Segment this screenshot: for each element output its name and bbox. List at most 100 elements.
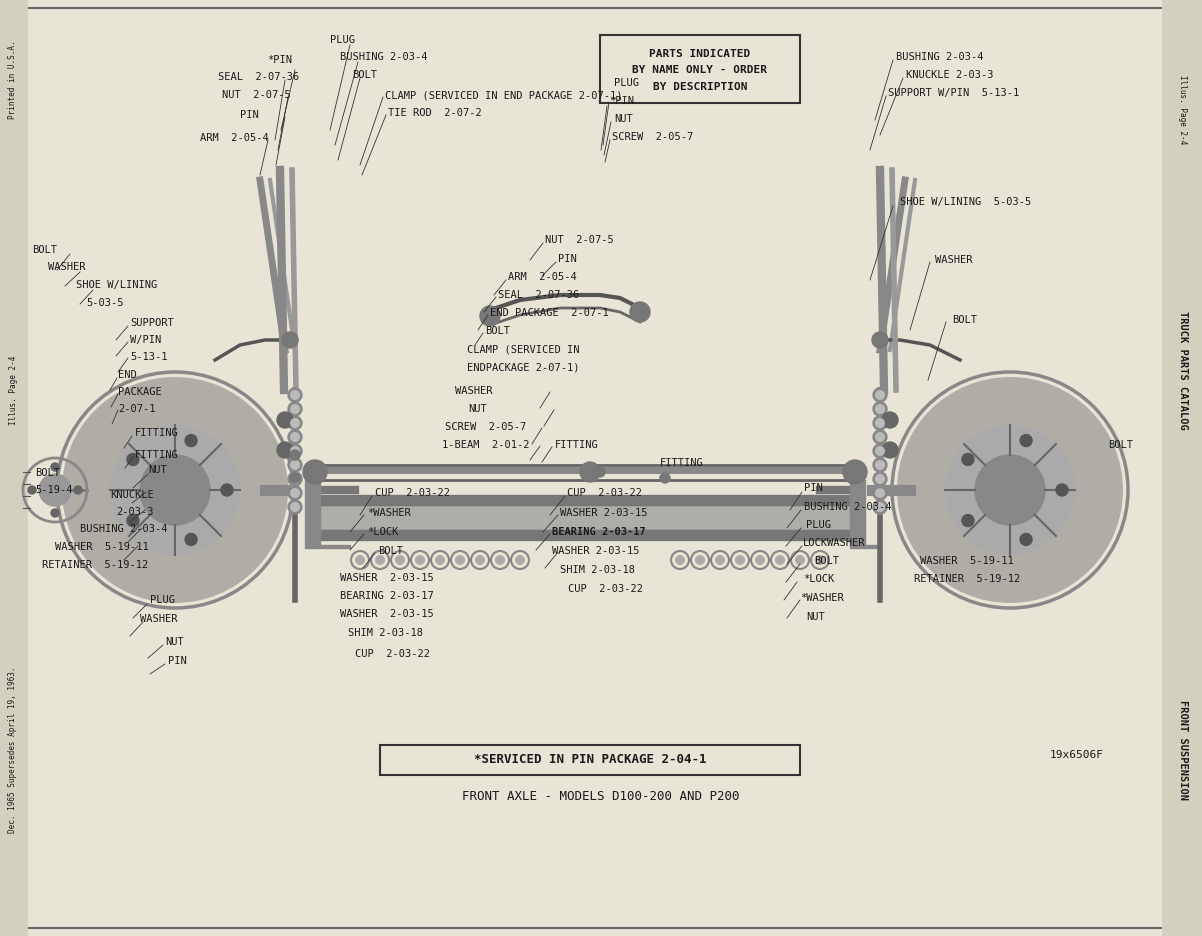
- Text: END: END: [118, 370, 137, 380]
- Circle shape: [185, 534, 197, 546]
- Text: PLUG: PLUG: [807, 520, 831, 530]
- Circle shape: [695, 555, 706, 565]
- Circle shape: [375, 555, 385, 565]
- Text: NUT  2-07-5: NUT 2-07-5: [222, 90, 291, 100]
- Text: CUP  2-03-22: CUP 2-03-22: [569, 584, 643, 594]
- Text: BOLT: BOLT: [35, 468, 60, 478]
- Text: SHOE W/LINING: SHOE W/LINING: [76, 280, 157, 290]
- Text: CUP  2-03-22: CUP 2-03-22: [355, 649, 430, 659]
- Text: CUP  2-03-22: CUP 2-03-22: [567, 488, 642, 498]
- Text: FITTING: FITTING: [135, 428, 179, 438]
- Text: PLUG: PLUG: [331, 35, 355, 45]
- Text: 5-13-1: 5-13-1: [130, 352, 167, 362]
- Circle shape: [290, 473, 300, 483]
- Circle shape: [875, 502, 885, 512]
- Text: 2-07-1: 2-07-1: [118, 404, 155, 414]
- Circle shape: [290, 446, 300, 456]
- Polygon shape: [305, 480, 350, 548]
- Text: WASHER: WASHER: [139, 614, 178, 624]
- Text: SEAL  2-07-36: SEAL 2-07-36: [498, 290, 579, 300]
- Circle shape: [288, 416, 302, 430]
- Circle shape: [435, 555, 445, 565]
- Circle shape: [660, 473, 670, 483]
- Text: BOLT: BOLT: [377, 546, 403, 556]
- Text: BOLT: BOLT: [1108, 440, 1133, 450]
- Circle shape: [873, 472, 887, 486]
- Circle shape: [873, 458, 887, 472]
- Text: ARM  2-05-4: ARM 2-05-4: [200, 133, 269, 143]
- Circle shape: [355, 555, 365, 565]
- Circle shape: [882, 412, 898, 428]
- Text: SHOE W/LINING  5-03-5: SHOE W/LINING 5-03-5: [900, 197, 1031, 207]
- Circle shape: [873, 430, 887, 444]
- Text: TRUCK PARTS CATALOG: TRUCK PARTS CATALOG: [1178, 311, 1188, 430]
- Text: 2-03-3: 2-03-3: [117, 507, 154, 517]
- Bar: [380, 745, 801, 775]
- Text: *SERVICED IN PIN PACKAGE 2-04-1: *SERVICED IN PIN PACKAGE 2-04-1: [474, 753, 707, 766]
- Text: WASHER  2-03-15: WASHER 2-03-15: [340, 573, 434, 583]
- Circle shape: [1020, 434, 1033, 446]
- Text: BOLT: BOLT: [952, 315, 977, 325]
- Text: SHIM 2-03-18: SHIM 2-03-18: [560, 565, 635, 575]
- Text: BOLT: BOLT: [352, 70, 377, 80]
- Text: *PIN: *PIN: [267, 55, 292, 65]
- Circle shape: [962, 515, 974, 527]
- Text: 1-BEAM  2-01-2: 1-BEAM 2-01-2: [442, 440, 530, 450]
- Circle shape: [775, 555, 785, 565]
- Text: SEAL  2-07-36: SEAL 2-07-36: [218, 72, 299, 82]
- Circle shape: [303, 460, 327, 484]
- Text: ARM  2-05-4: ARM 2-05-4: [508, 272, 577, 282]
- Text: WASHER: WASHER: [456, 386, 493, 396]
- Text: PACKAGE: PACKAGE: [118, 387, 162, 397]
- Text: PIN: PIN: [240, 110, 258, 120]
- Text: BY DESCRIPTION: BY DESCRIPTION: [653, 82, 748, 92]
- Circle shape: [495, 555, 505, 565]
- Circle shape: [415, 555, 426, 565]
- Circle shape: [875, 404, 885, 414]
- Circle shape: [676, 555, 685, 565]
- Text: NUT  2-07-5: NUT 2-07-5: [545, 235, 614, 245]
- Text: Illus. Page 2-4: Illus. Page 2-4: [8, 356, 18, 425]
- Circle shape: [63, 377, 288, 603]
- Circle shape: [873, 444, 887, 458]
- Text: NUT: NUT: [614, 114, 632, 124]
- Circle shape: [581, 462, 600, 482]
- Text: PIN: PIN: [168, 656, 186, 666]
- Circle shape: [276, 412, 293, 428]
- Text: CUP  2-03-22: CUP 2-03-22: [375, 488, 450, 498]
- Circle shape: [873, 388, 887, 402]
- Circle shape: [28, 486, 36, 494]
- Circle shape: [282, 332, 298, 348]
- Circle shape: [290, 418, 300, 428]
- Circle shape: [630, 302, 650, 322]
- Text: END PACKAGE  2-07-1: END PACKAGE 2-07-1: [490, 308, 608, 318]
- Text: NUT: NUT: [148, 465, 167, 475]
- Circle shape: [290, 450, 300, 460]
- Circle shape: [1057, 484, 1069, 496]
- Text: RETAINER  5-19-12: RETAINER 5-19-12: [914, 574, 1020, 584]
- Circle shape: [290, 390, 300, 400]
- Text: LOCKWASHER: LOCKWASHER: [803, 538, 865, 548]
- Bar: [0, 0, 28, 936]
- Circle shape: [75, 486, 82, 494]
- Circle shape: [875, 418, 885, 428]
- Circle shape: [975, 455, 1045, 525]
- Circle shape: [127, 515, 139, 527]
- Circle shape: [288, 402, 302, 416]
- Circle shape: [288, 458, 302, 472]
- Text: FITTING: FITTING: [135, 450, 179, 460]
- Circle shape: [873, 500, 887, 514]
- Text: SCREW  2-05-7: SCREW 2-05-7: [612, 132, 694, 142]
- Bar: [600, 35, 801, 103]
- Circle shape: [1020, 534, 1033, 546]
- Text: Illus. Page 2-4: Illus. Page 2-4: [1178, 75, 1188, 145]
- Circle shape: [221, 484, 233, 496]
- Circle shape: [395, 555, 405, 565]
- Text: BEARING 2-03-17: BEARING 2-03-17: [340, 591, 434, 601]
- Text: *WASHER: *WASHER: [801, 593, 844, 603]
- Text: FRONT SUSPENSION: FRONT SUSPENSION: [1178, 700, 1188, 800]
- Text: FITTING: FITTING: [555, 440, 599, 450]
- Text: PIN: PIN: [804, 483, 822, 493]
- Text: *PIN: *PIN: [609, 96, 633, 106]
- Text: BUSHING 2-03-4: BUSHING 2-03-4: [81, 524, 167, 534]
